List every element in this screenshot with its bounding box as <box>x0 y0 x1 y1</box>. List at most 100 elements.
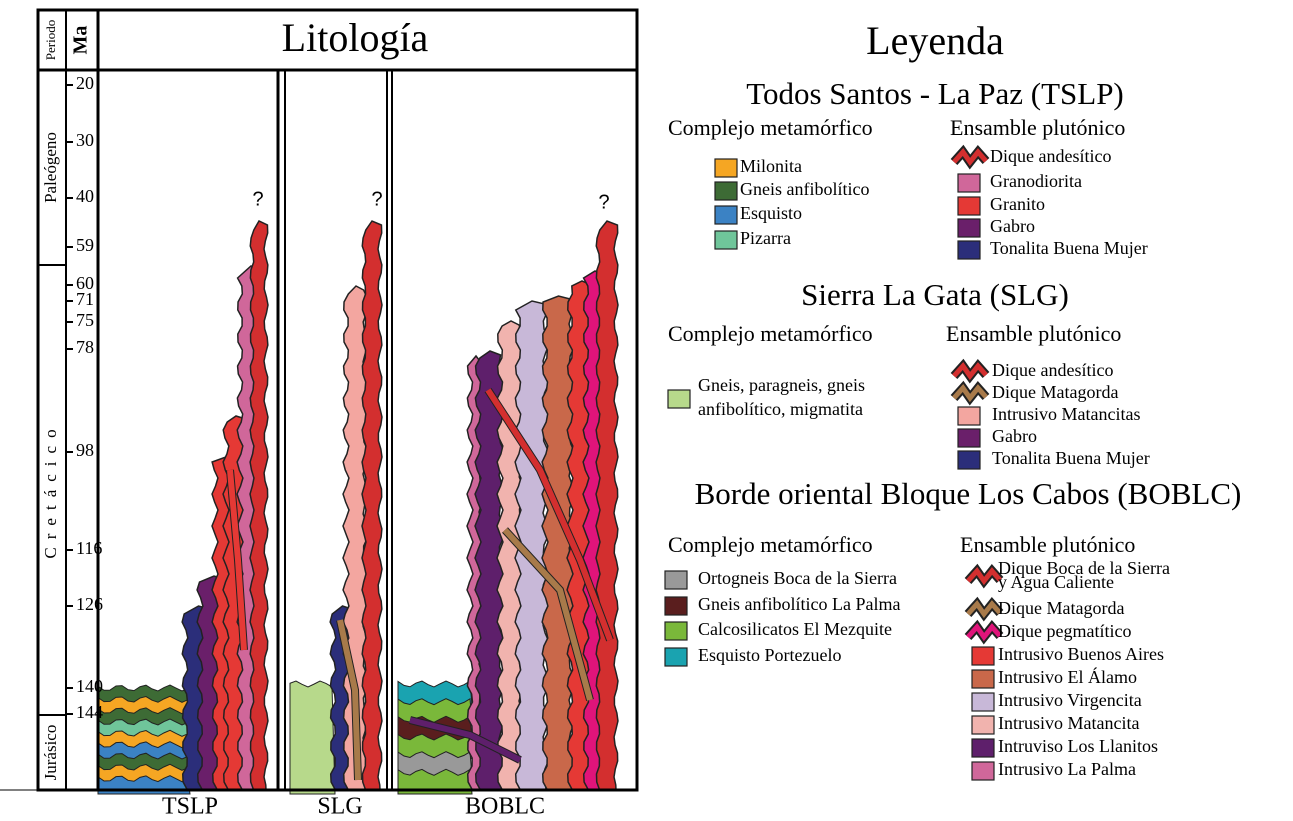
legend-label: Dique Matagorda <box>998 598 1124 618</box>
dike <box>337 619 361 781</box>
legend-swatch <box>957 218 981 238</box>
legend-swatch <box>714 230 738 250</box>
legend-label: Dique andesítico <box>990 146 1111 166</box>
period-header: Periodo <box>43 20 58 60</box>
dike-icon-fill <box>966 599 1002 619</box>
ma-label: 116 <box>76 538 102 558</box>
legend-label: Intruviso Los Llanitos <box>998 736 1158 756</box>
ma-label: 20 <box>76 73 94 93</box>
group-heading: Ensamble plutónico <box>960 532 1135 557</box>
period-label: Cretácico <box>41 421 60 558</box>
legend-label: y Agua Caliente <box>998 572 1114 592</box>
legend-swatch <box>664 647 688 667</box>
ma-label: 78 <box>76 337 94 357</box>
section-title: Todos Santos - La Paz (TSLP) <box>746 76 1124 111</box>
dike-icon-fill <box>952 147 988 167</box>
legend-swatch <box>957 240 981 260</box>
ma-label: 98 <box>76 440 94 460</box>
legend-label: Gabro <box>990 216 1035 236</box>
legend-label: Intrusivo La Palma <box>998 759 1136 779</box>
legend-label: Dique pegmatítico <box>998 621 1131 641</box>
period-label: Jurásico <box>41 725 60 781</box>
rock-band <box>249 220 269 791</box>
uncertain-mark: ? <box>371 188 382 210</box>
legend-swatch <box>714 181 738 201</box>
group-heading: Complejo metamórfico <box>668 532 873 557</box>
legend-label: anfibolítico, migmatita <box>698 399 863 419</box>
legend-label: Tonalita Buena Mujer <box>990 238 1148 258</box>
dike-icon-fill <box>966 622 1002 642</box>
rock-band <box>514 300 550 791</box>
dike <box>502 527 593 701</box>
legend-swatch <box>971 715 995 735</box>
ma-label: 126 <box>76 594 103 614</box>
ma-label: 75 <box>76 310 94 330</box>
legend-label: Milonita <box>740 156 802 176</box>
legend-label: Dique andesítico <box>992 360 1113 380</box>
ma-header: Ma <box>70 26 92 55</box>
legend-label: Gabro <box>992 426 1037 446</box>
legend-label: Intrusivo Buenos Aires <box>998 644 1164 664</box>
legend-swatch <box>971 761 995 781</box>
dike <box>409 717 522 763</box>
section-title: Borde oriental Bloque Los Cabos (BOBLC) <box>695 476 1242 511</box>
uncertain-mark: ? <box>252 188 263 210</box>
dike-icon-fill <box>952 361 988 381</box>
legend-label: Gneis anfibolítico <box>740 179 869 199</box>
ma-label: 71 <box>76 289 94 309</box>
rock-layer <box>397 750 473 777</box>
legend-swatch <box>971 738 995 758</box>
dike <box>485 388 613 642</box>
uncertain-mark: ? <box>598 191 609 213</box>
legend-label: Calcosilicatos El Mezquite <box>698 619 892 639</box>
ma-label: 59 <box>76 235 94 255</box>
legend-label: Gneis, paragneis, gneis <box>698 375 865 395</box>
period-label: Paleógeno <box>41 132 60 203</box>
legend-label: Gneis anfibolítico La Palma <box>698 594 900 614</box>
legend-swatch <box>957 450 981 470</box>
legend-label: Granodiorita <box>990 171 1082 191</box>
legend-label: Intrusivo Matancita <box>998 713 1139 733</box>
frame <box>0 8 639 792</box>
rock-layer <box>397 680 473 707</box>
legend-swatch <box>971 692 995 712</box>
lithology-drawing <box>97 220 619 795</box>
column-label: SLG <box>317 794 362 820</box>
legend-label: Granito <box>990 194 1045 214</box>
legend-swatch <box>664 621 688 641</box>
lithology-header: Litología <box>282 15 429 60</box>
rock-band <box>595 220 619 791</box>
rock-layer <box>289 680 336 795</box>
legend-swatch <box>957 428 981 448</box>
dike-icon-fill <box>966 566 1002 586</box>
legend-label: Ortogneis Boca de la Sierra <box>698 568 897 588</box>
ma-label: 144 <box>76 702 103 722</box>
legend-label: Dique Matagorda <box>992 382 1118 402</box>
legend-swatch <box>664 570 688 590</box>
legend-label: Intrusivo El Álamo <box>998 666 1137 687</box>
ma-label: 40 <box>76 186 94 206</box>
legend-swatch <box>667 389 691 409</box>
column-label: BOBLC <box>465 794 545 820</box>
section-title: Sierra La Gata (SLG) <box>801 277 1069 312</box>
group-heading: Complejo metamórfico <box>668 321 873 346</box>
dike <box>227 469 247 651</box>
legend-label: Pizarra <box>740 228 791 248</box>
legend-label: Intrusivo Matancitas <box>992 404 1140 424</box>
ma-label: 30 <box>76 130 94 150</box>
legend-label: Tonalita Buena Mujer <box>992 448 1150 468</box>
rock-band <box>361 220 383 791</box>
legend-label: Esquisto <box>740 203 802 223</box>
legend-label: Esquisto Portezuelo <box>698 645 841 665</box>
rock-layer <box>397 768 473 795</box>
group-heading: Complejo metamórfico <box>668 115 873 140</box>
legend-swatch <box>957 406 981 426</box>
legend-swatch <box>971 646 995 666</box>
legend-swatch <box>957 173 981 193</box>
dike-icon-fill <box>952 383 988 403</box>
legend-title: Leyenda <box>866 18 1004 63</box>
legend-swatch <box>664 596 688 616</box>
legend-swatch <box>957 196 981 216</box>
column-label: TSLP <box>162 794 218 820</box>
